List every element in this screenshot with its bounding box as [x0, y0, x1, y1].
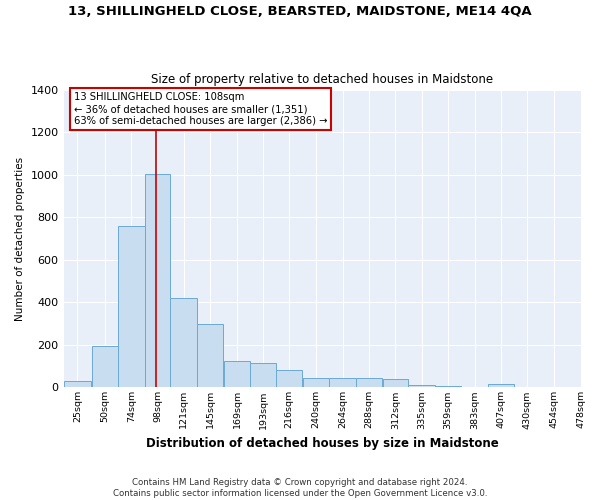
Y-axis label: Number of detached properties: Number of detached properties [15, 156, 25, 320]
Bar [409, 386, 434, 388]
Bar [488, 384, 514, 388]
Bar [329, 378, 356, 388]
Bar [224, 361, 250, 388]
Bar [170, 298, 197, 388]
Bar [197, 324, 223, 388]
Bar [145, 174, 170, 388]
Bar [118, 226, 145, 388]
Text: 13 SHILLINGHELD CLOSE: 108sqm
← 36% of detached houses are smaller (1,351)
63% o: 13 SHILLINGHELD CLOSE: 108sqm ← 36% of d… [74, 92, 327, 126]
Title: Size of property relative to detached houses in Maidstone: Size of property relative to detached ho… [151, 73, 493, 86]
Bar [276, 370, 302, 388]
Bar [383, 380, 408, 388]
Bar [92, 346, 118, 388]
Bar [541, 386, 567, 388]
Bar [250, 363, 276, 388]
Bar [303, 378, 329, 388]
Bar [356, 378, 382, 388]
Text: Contains HM Land Registry data © Crown copyright and database right 2024.
Contai: Contains HM Land Registry data © Crown c… [113, 478, 487, 498]
Text: 13, SHILLINGHELD CLOSE, BEARSTED, MAIDSTONE, ME14 4QA: 13, SHILLINGHELD CLOSE, BEARSTED, MAIDST… [68, 5, 532, 18]
Bar [64, 382, 91, 388]
X-axis label: Distribution of detached houses by size in Maidstone: Distribution of detached houses by size … [146, 437, 499, 450]
Bar [435, 386, 461, 388]
